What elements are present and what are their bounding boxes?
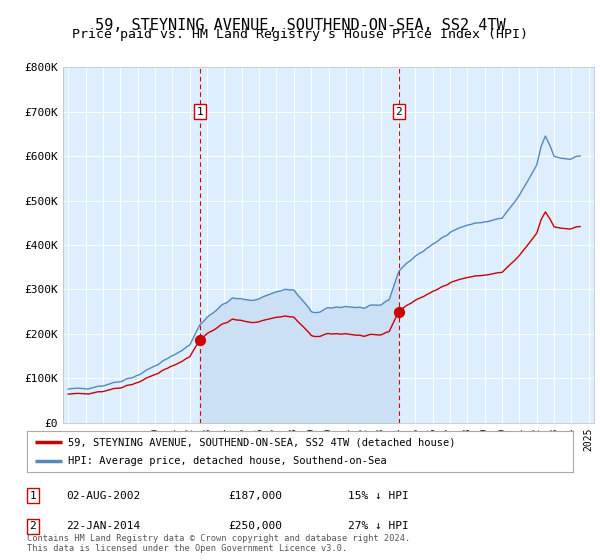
Text: 59, STEYNING AVENUE, SOUTHEND-ON-SEA, SS2 4TW (detached house): 59, STEYNING AVENUE, SOUTHEND-ON-SEA, SS…: [68, 437, 455, 447]
Text: Contains HM Land Registry data © Crown copyright and database right 2024.
This d: Contains HM Land Registry data © Crown c…: [27, 534, 410, 553]
Text: 02-AUG-2002: 02-AUG-2002: [66, 491, 140, 501]
Text: £187,000: £187,000: [228, 491, 282, 501]
Text: 22-JAN-2014: 22-JAN-2014: [66, 521, 140, 531]
Text: 27% ↓ HPI: 27% ↓ HPI: [348, 521, 409, 531]
Text: HPI: Average price, detached house, Southend-on-Sea: HPI: Average price, detached house, Sout…: [68, 456, 387, 465]
Text: £250,000: £250,000: [228, 521, 282, 531]
Text: Price paid vs. HM Land Registry's House Price Index (HPI): Price paid vs. HM Land Registry's House …: [72, 28, 528, 41]
Text: 15% ↓ HPI: 15% ↓ HPI: [348, 491, 409, 501]
Point: [195, 335, 205, 344]
Text: 1: 1: [196, 106, 203, 116]
Point: [394, 307, 404, 316]
Text: 2: 2: [395, 106, 402, 116]
Text: 2: 2: [29, 521, 37, 531]
Text: 59, STEYNING AVENUE, SOUTHEND-ON-SEA, SS2 4TW: 59, STEYNING AVENUE, SOUTHEND-ON-SEA, SS…: [95, 18, 505, 33]
Text: 1: 1: [29, 491, 37, 501]
